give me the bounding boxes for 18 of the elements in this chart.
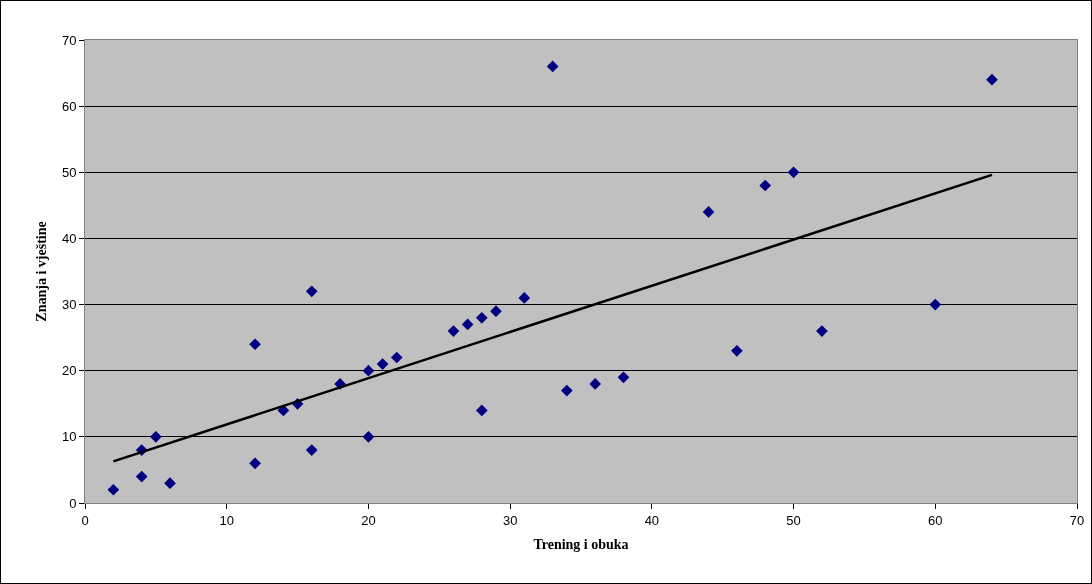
x-tick-label: 0: [81, 512, 89, 528]
y-tick-label: 50: [61, 164, 77, 180]
y-tick-label: 10: [61, 429, 77, 445]
y-tick-label: 0: [69, 495, 77, 511]
x-tick-label: 10: [219, 512, 234, 528]
x-tick-label: 60: [928, 512, 943, 528]
y-axis-title: Znanja i vještine: [33, 221, 49, 322]
y-tick-label: 70: [61, 32, 77, 48]
x-tick-label: 20: [361, 512, 376, 528]
y-tick-label: 60: [61, 98, 77, 114]
x-axis-title: Trening i obuka: [533, 536, 629, 552]
y-tick-label: 30: [61, 297, 77, 313]
y-tick-label: 40: [61, 230, 77, 246]
x-tick-label: 30: [502, 512, 518, 528]
x-tick-label: 70: [1069, 512, 1085, 528]
x-tick-label: 50: [786, 512, 801, 528]
x-tick-label: 40: [644, 512, 660, 528]
y-tick-label: 20: [61, 363, 77, 379]
